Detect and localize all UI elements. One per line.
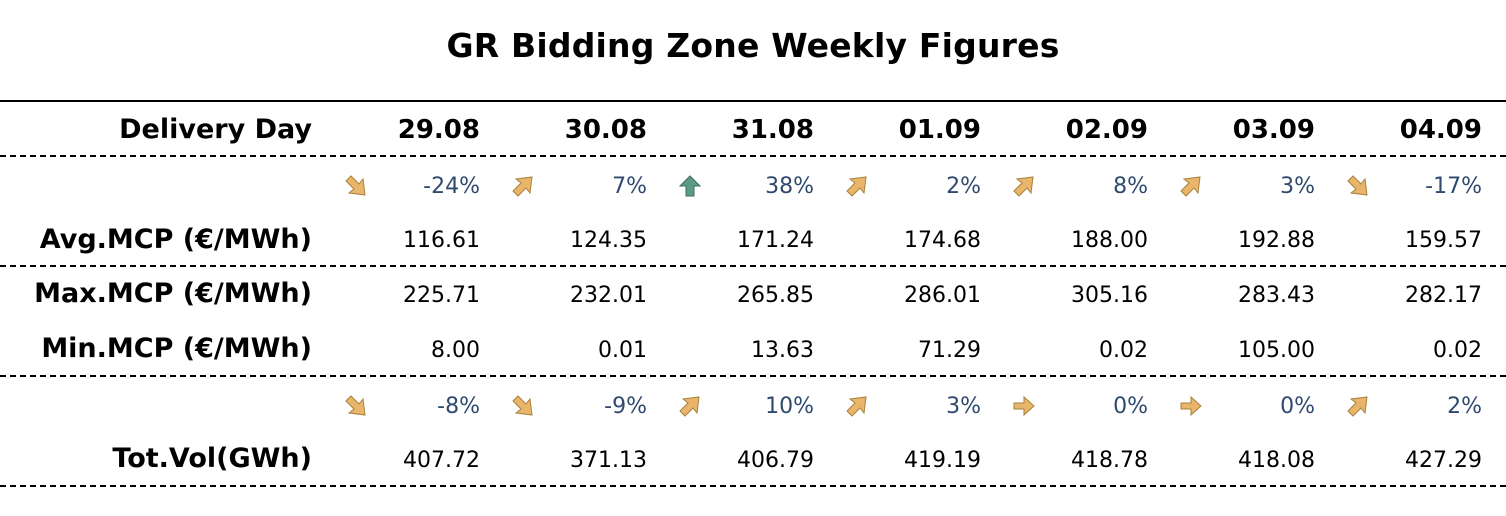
arrow-down-right-icon	[512, 395, 534, 417]
change-percent: -24%	[423, 174, 480, 199]
row-label-max: Max.MCP (€/MWh)	[34, 278, 312, 309]
table-cell-vol: 418.08	[1238, 448, 1315, 473]
change-percent: 3%	[946, 394, 981, 419]
table-cell-min: 0.02	[1099, 338, 1148, 363]
table-cell-avg: 188.00	[1071, 228, 1148, 253]
arrow-right-icon	[1013, 395, 1035, 417]
table-cell-min: 0.02	[1433, 338, 1482, 363]
column-header-date: 04.09	[1399, 115, 1482, 145]
change-percent: 38%	[765, 174, 814, 199]
change-percent: 0%	[1280, 394, 1315, 419]
change-percent: -17%	[1425, 174, 1482, 199]
table-cell-avg: 174.68	[904, 228, 981, 253]
change-percent: 2%	[1447, 394, 1482, 419]
table-cell-avg: 124.35	[570, 228, 647, 253]
table-cell-max: 305.16	[1071, 283, 1148, 308]
table-cell-vol: 418.78	[1071, 448, 1148, 473]
divider-header	[0, 155, 1506, 157]
arrow-up-right-icon	[1347, 395, 1369, 417]
column-header-date: 29.08	[397, 115, 480, 145]
arrow-down-right-icon	[345, 395, 367, 417]
table-cell-vol: 406.79	[737, 448, 814, 473]
table-cell-avg: 116.61	[403, 228, 480, 253]
divider-min	[0, 375, 1506, 377]
change-percent: 0%	[1113, 394, 1148, 419]
change-percent: 2%	[946, 174, 981, 199]
arrow-up-icon	[678, 175, 702, 197]
table-cell-max: 265.85	[737, 283, 814, 308]
change-percent: -9%	[604, 394, 647, 419]
row-label-vol: Tot.Vol(GWh)	[112, 443, 312, 474]
arrow-up-right-icon	[512, 175, 534, 197]
arrow-down-right-icon	[1347, 175, 1369, 197]
row-label-avg: Avg.MCP (€/MWh)	[39, 224, 312, 255]
column-header-date: 02.09	[1065, 115, 1148, 145]
table-cell-min: 105.00	[1238, 338, 1315, 363]
column-header-date: 01.09	[898, 115, 981, 145]
column-header-date: 03.09	[1232, 115, 1315, 145]
column-header-date: 30.08	[564, 115, 647, 145]
change-percent: -8%	[437, 394, 480, 419]
table-cell-avg: 192.88	[1238, 228, 1315, 253]
table-cell-max: 225.71	[403, 283, 480, 308]
arrow-up-right-icon	[846, 175, 868, 197]
table-top-border	[0, 100, 1506, 102]
header-label: Delivery Day	[119, 114, 312, 145]
table-cell-min: 0.01	[598, 338, 647, 363]
table-cell-vol: 419.19	[904, 448, 981, 473]
table-cell-avg: 171.24	[737, 228, 814, 253]
change-percent: 8%	[1113, 174, 1148, 199]
table-cell-avg: 159.57	[1405, 228, 1482, 253]
arrow-up-right-icon	[846, 395, 868, 417]
column-header-date: 31.08	[731, 115, 814, 145]
arrow-right-icon	[1180, 395, 1202, 417]
change-percent: 3%	[1280, 174, 1315, 199]
row-label-min: Min.MCP (€/MWh)	[41, 333, 312, 364]
arrow-down-right-icon	[345, 175, 367, 197]
arrow-up-right-icon	[1013, 175, 1035, 197]
table-cell-min: 71.29	[918, 338, 981, 363]
table-cell-vol: 427.29	[1405, 448, 1482, 473]
table-cell-max: 232.01	[570, 283, 647, 308]
table-cell-vol: 371.13	[570, 448, 647, 473]
table-cell-max: 282.17	[1405, 283, 1482, 308]
table-cell-min: 13.63	[751, 338, 814, 363]
table-cell-max: 286.01	[904, 283, 981, 308]
table-cell-max: 283.43	[1238, 283, 1315, 308]
table-cell-min: 8.00	[431, 338, 480, 363]
table-bottom-border	[0, 485, 1506, 487]
change-percent: 10%	[765, 394, 814, 419]
arrow-up-right-icon	[679, 395, 701, 417]
change-percent: 7%	[612, 174, 647, 199]
page-title: GR Bidding Zone Weekly Figures	[446, 26, 1060, 65]
table-cell-vol: 407.72	[403, 448, 480, 473]
arrow-up-right-icon	[1180, 175, 1202, 197]
divider-avg	[0, 265, 1506, 267]
